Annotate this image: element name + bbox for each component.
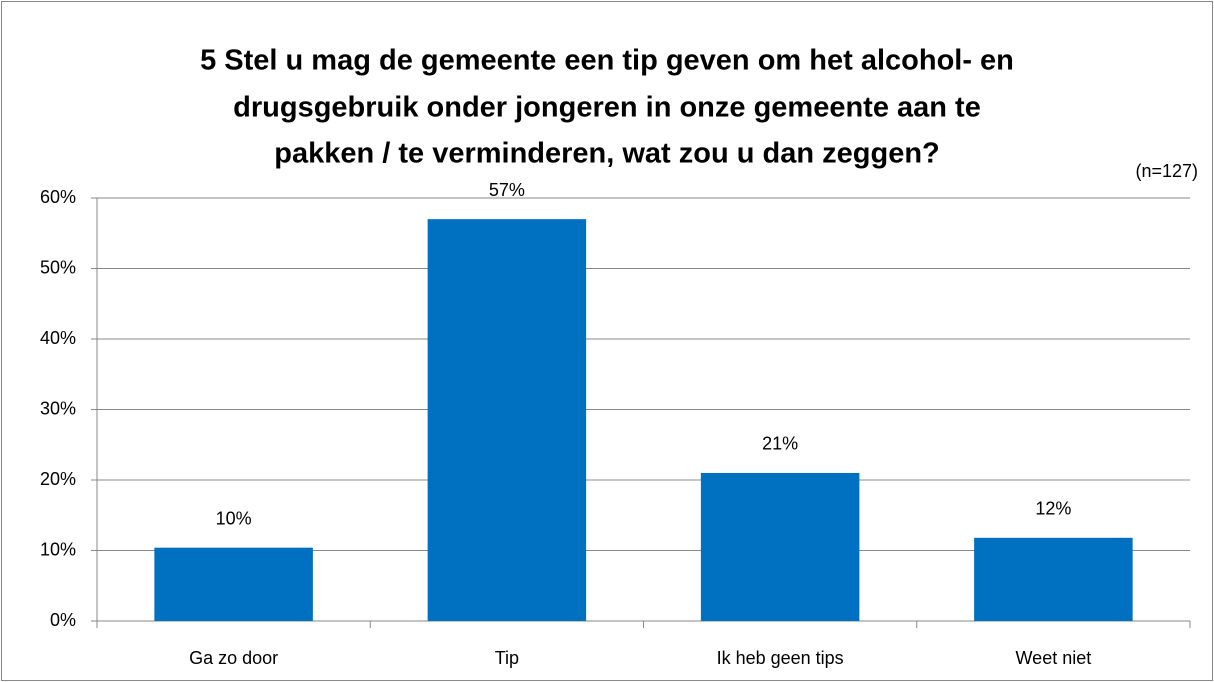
y-tick-label: 60% bbox=[40, 187, 76, 207]
y-tick-label: 0% bbox=[50, 610, 76, 630]
y-tick-label: 20% bbox=[40, 469, 76, 489]
chart-title: 5 Stel u mag de gemeente een tip geven o… bbox=[200, 45, 1014, 77]
y-tick-label: 30% bbox=[40, 398, 76, 418]
bar bbox=[154, 547, 313, 621]
chart-title: pakken / te verminderen, wat zou u dan z… bbox=[274, 138, 940, 170]
data-label: 21% bbox=[762, 434, 798, 454]
x-tick-label: Ga zo door bbox=[189, 648, 278, 668]
chart-subtitle: (n=127) bbox=[1135, 161, 1198, 181]
chart-title: drugsgebruik onder jongeren in onze geme… bbox=[233, 92, 981, 124]
data-label: 57% bbox=[489, 180, 525, 200]
x-tick-label: Weet niet bbox=[1016, 648, 1092, 668]
data-label: 10% bbox=[216, 508, 252, 528]
bar bbox=[427, 219, 587, 621]
y-tick-label: 40% bbox=[40, 328, 76, 348]
bar bbox=[974, 537, 1133, 621]
y-tick-label: 10% bbox=[40, 539, 76, 559]
x-tick-label: Ik heb geen tips bbox=[717, 648, 844, 668]
y-tick-label: 50% bbox=[40, 257, 76, 277]
x-tick-label: Tip bbox=[495, 648, 519, 668]
bar bbox=[700, 472, 860, 621]
data-label: 12% bbox=[1035, 499, 1071, 519]
